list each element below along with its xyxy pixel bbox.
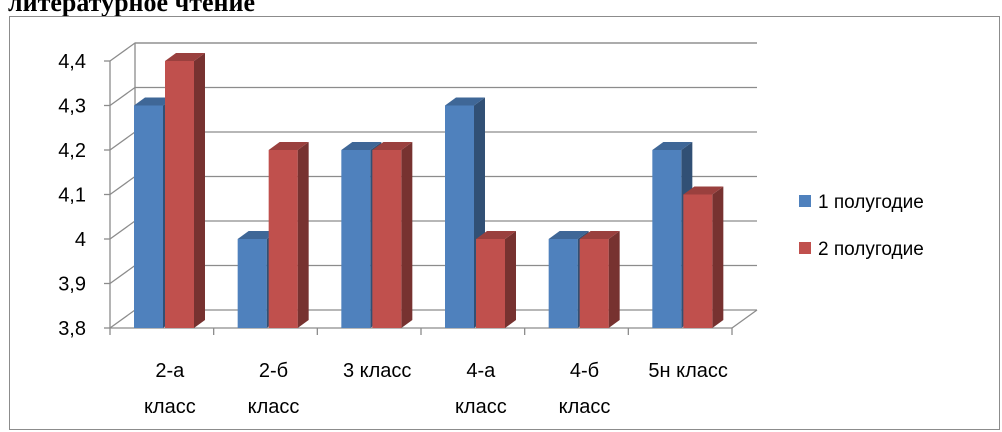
- bar-top: [372, 142, 413, 150]
- y-tick-label: 3,8: [58, 318, 86, 340]
- bar-side: [505, 231, 516, 328]
- grid-line: [109, 42, 757, 62]
- x-tick-label: 3 класс: [343, 360, 411, 382]
- x-tick-label: класс: [144, 396, 196, 418]
- bar-top: [548, 231, 589, 239]
- x-tick-label: класс: [248, 396, 300, 418]
- legend: 1 полугодие 2 полугодие: [799, 192, 924, 260]
- floor-edge: [731, 309, 758, 329]
- y-tick-label: 4,2: [58, 140, 86, 162]
- bars: [134, 53, 724, 328]
- bar-top: [445, 97, 485, 106]
- bar: [237, 239, 267, 328]
- bar-top: [165, 53, 205, 61]
- bar: [579, 239, 609, 328]
- bar-side: [608, 231, 620, 328]
- section-heading: литературное чтение: [8, 0, 256, 17]
- y-tick-label: 4,1: [58, 185, 86, 207]
- bar: [652, 150, 682, 328]
- bar: [476, 239, 505, 328]
- bar: [445, 105, 474, 328]
- legend-label: 1 полугодие: [818, 192, 924, 213]
- bar-side: [401, 142, 413, 328]
- bar-top: [652, 142, 693, 150]
- bar: [268, 150, 298, 328]
- legend-swatch: [799, 195, 811, 207]
- x-tick-label: 4-а: [466, 360, 496, 382]
- y-tick-label: 3,9: [58, 274, 86, 296]
- bar: [548, 239, 578, 328]
- bar-top: [579, 231, 620, 239]
- bar: [134, 105, 163, 328]
- bar-top: [341, 142, 382, 150]
- y-axis: 3,8 3,9 4 4,1 4,2 4,3 4,4: [58, 51, 111, 340]
- x-tick-label: 2-б: [259, 360, 288, 382]
- x-tick-label: класс: [455, 396, 507, 418]
- bar-top: [237, 231, 278, 239]
- bar-top: [134, 97, 174, 106]
- y-tick-label: 4,3: [58, 96, 86, 118]
- x-tick-label: 4-б: [570, 360, 599, 382]
- bar-side: [194, 53, 205, 328]
- bar: [372, 150, 402, 328]
- bar-side: [297, 142, 309, 328]
- x-tick-label: 2-а: [155, 360, 185, 382]
- bar: [683, 194, 713, 328]
- y-tick-label: 4,4: [58, 51, 86, 73]
- legend-label: 2 полугодие: [818, 239, 924, 260]
- bar-side: [712, 186, 724, 328]
- bar: [165, 61, 194, 328]
- bar: [341, 150, 371, 328]
- y-tick-label: 4: [75, 229, 86, 251]
- legend-swatch: [799, 242, 811, 254]
- x-tick-label: 5н класс: [648, 360, 728, 382]
- bar-top: [476, 231, 516, 239]
- grid-line: [109, 86, 757, 107]
- bar-top: [268, 142, 309, 150]
- x-tick-label: класс: [559, 396, 611, 418]
- x-axis: 2-а класс 2-б класс 3 класс 4-а класс 4-б класс 5…: [109, 309, 758, 418]
- bar-top: [683, 186, 724, 195]
